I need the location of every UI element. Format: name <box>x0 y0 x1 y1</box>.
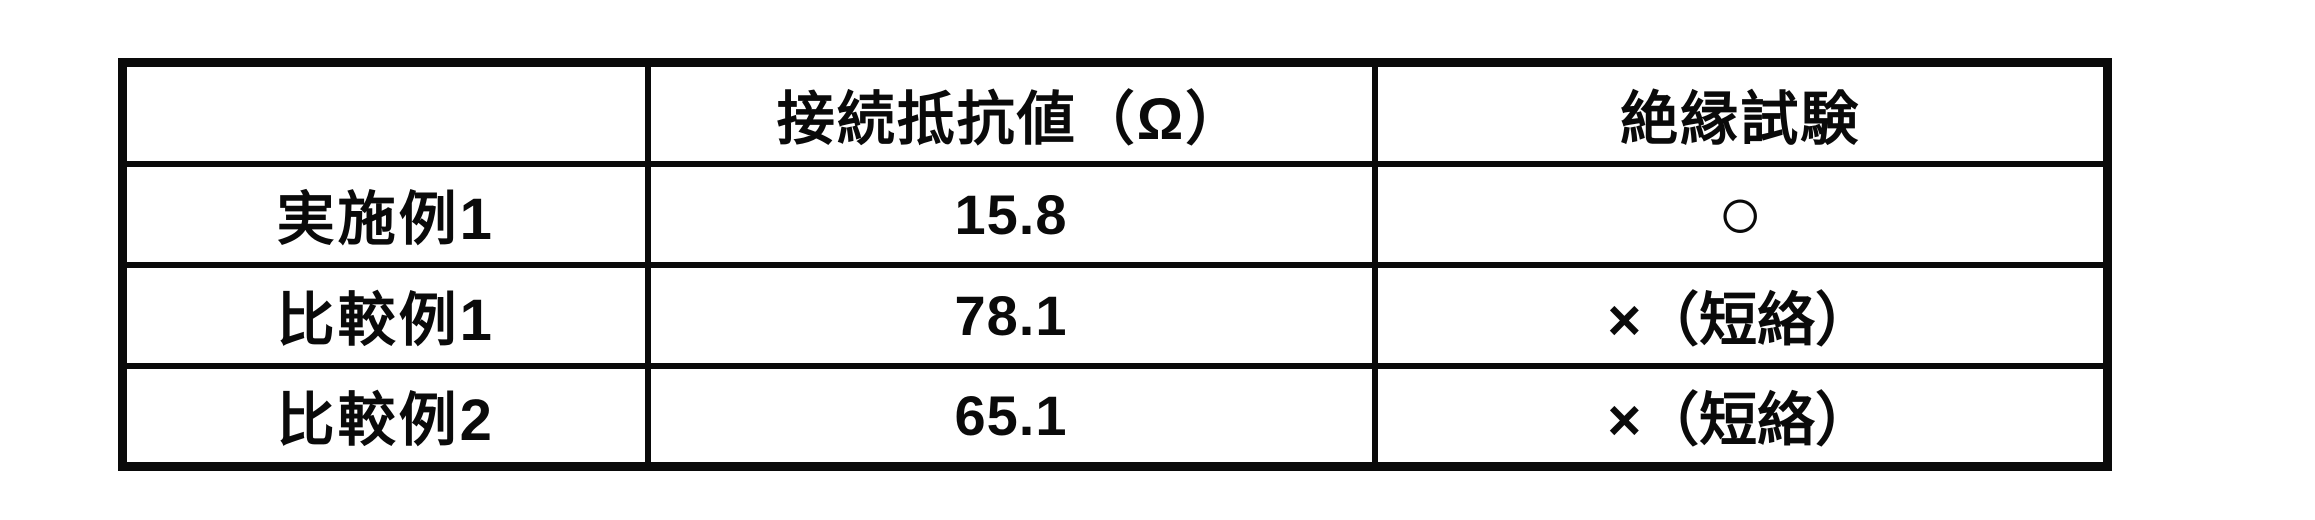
results-table-container: 接続抵抗値（Ω） 絶縁試験 実施例1 15.8 ○ 比較例1 78.1 ×（短絡… <box>118 58 2112 471</box>
row-label-cell: 比較例1 <box>119 261 651 369</box>
header-cell-resistance: 接続抵抗値（Ω） <box>644 59 1378 167</box>
insulation-result-cell: ○ <box>1371 160 2111 268</box>
insulation-result-cell: ×（短絡） <box>1371 261 2111 369</box>
header-cell-insulation: 絶縁試験 <box>1371 59 2111 167</box>
table-row: 比較例1 78.1 ×（短絡） <box>119 261 2111 369</box>
header-cell-rowlabel <box>119 59 651 167</box>
row-label-cell: 実施例1 <box>119 160 651 268</box>
resistance-value-cell: 65.1 <box>644 362 1378 470</box>
header-row: 接続抵抗値（Ω） 絶縁試験 <box>119 59 2111 167</box>
table-row: 実施例1 15.8 ○ <box>119 160 2111 268</box>
insulation-result-cell: ×（短絡） <box>1371 362 2111 470</box>
table-row: 比較例2 65.1 ×（短絡） <box>119 362 2111 470</box>
row-label-cell: 比較例2 <box>119 362 651 470</box>
resistance-value-cell: 78.1 <box>644 261 1378 369</box>
resistance-value-cell: 15.8 <box>644 160 1378 268</box>
results-table: 接続抵抗値（Ω） 絶縁試験 実施例1 15.8 ○ 比較例1 78.1 ×（短絡… <box>118 58 2112 471</box>
